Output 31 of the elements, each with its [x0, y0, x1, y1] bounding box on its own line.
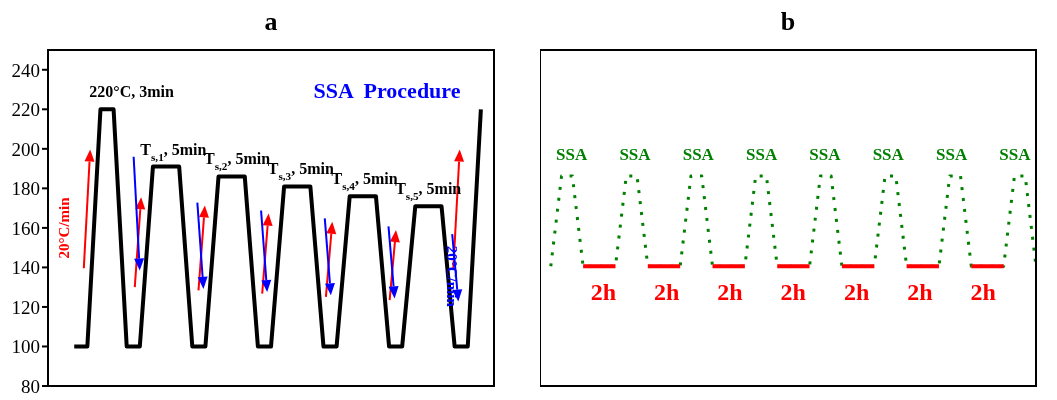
y-tick-label: 100 [11, 336, 40, 358]
y-tick-label: 240 [11, 59, 40, 81]
series-label: 2h [970, 279, 996, 306]
text: SSA [935, 145, 968, 164]
text: SSA [809, 145, 841, 164]
annotation: T$_{s,1}$, 5min [140, 140, 207, 163]
text: SSA [556, 145, 588, 164]
text: SSA [746, 145, 778, 164]
series-label: 2h [653, 279, 680, 306]
line-series [72, 107, 483, 349]
y-tick-label: 180 [11, 178, 40, 200]
y-tick-label: 200 [11, 138, 40, 160]
chart-title: a [264, 7, 278, 36]
y-tick-label: 160 [11, 217, 40, 239]
y-tick-label: 220 [11, 99, 40, 121]
annotation: 20°C/min [55, 196, 72, 259]
annotation: SSA Procedure [313, 78, 461, 103]
text: SSA [682, 145, 714, 164]
series-label: 2h [907, 279, 933, 306]
text: SSA [619, 145, 651, 164]
y-tick-label: 140 [11, 257, 40, 279]
text: SSA [872, 145, 904, 164]
chart-title: b [780, 7, 796, 36]
series-label: SSA [999, 145, 1032, 164]
series-label: 2h [843, 279, 870, 306]
y-tick-label: 120 [11, 296, 40, 318]
series-label: 2h [590, 279, 616, 306]
annotation: 220°C, 3min [89, 83, 175, 101]
y-tick-label: 80 [21, 375, 40, 397]
series-label: 2h [780, 279, 806, 306]
series-label: 2h [717, 279, 743, 306]
